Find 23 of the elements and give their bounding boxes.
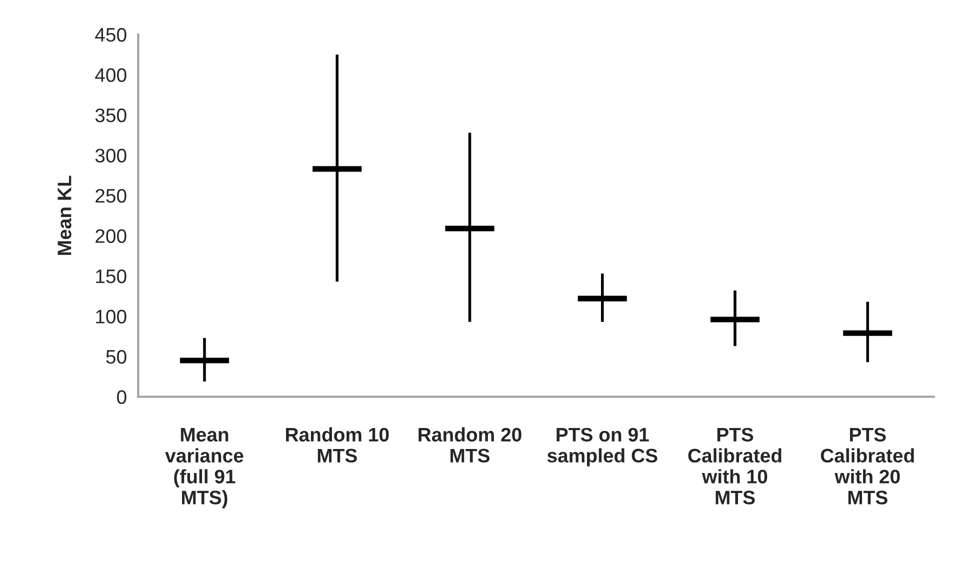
y-tick-label: 50 (106, 350, 126, 364)
y-tick-label: 150 (96, 269, 126, 284)
candlestick (442, 131, 498, 324)
y-tick-label: 100 (96, 310, 126, 324)
y-axis-title: Mean KL (58, 176, 72, 255)
y-tick-label: 450 (95, 28, 126, 42)
y-tick-label: 250 (96, 188, 126, 203)
y-tick-label: 400 (95, 68, 126, 82)
x-tick-label: PTS on 91 sampled CS (547, 428, 658, 466)
candlestick (708, 289, 762, 348)
x-tick-label: Mean variance (full 91 MTS) (165, 428, 244, 508)
y-tick-label: 350 (95, 108, 126, 122)
candlestick (310, 53, 364, 284)
x-tick-label: Random 10 MTS (286, 427, 389, 463)
y-tick-label: 300 (95, 148, 126, 162)
x-tick-label: Random 20 MTS (418, 427, 522, 463)
x-tick-label: PTS Calibrated with 10 MTS (688, 428, 782, 504)
candlestick (575, 272, 630, 324)
x-tick-label: PTS Calibrated with 20 MTS (820, 428, 914, 504)
candlestick (840, 300, 895, 364)
y-tick-label: 0 (117, 390, 126, 404)
y-tick-label: 200 (96, 229, 126, 243)
candlestick (177, 336, 232, 383)
